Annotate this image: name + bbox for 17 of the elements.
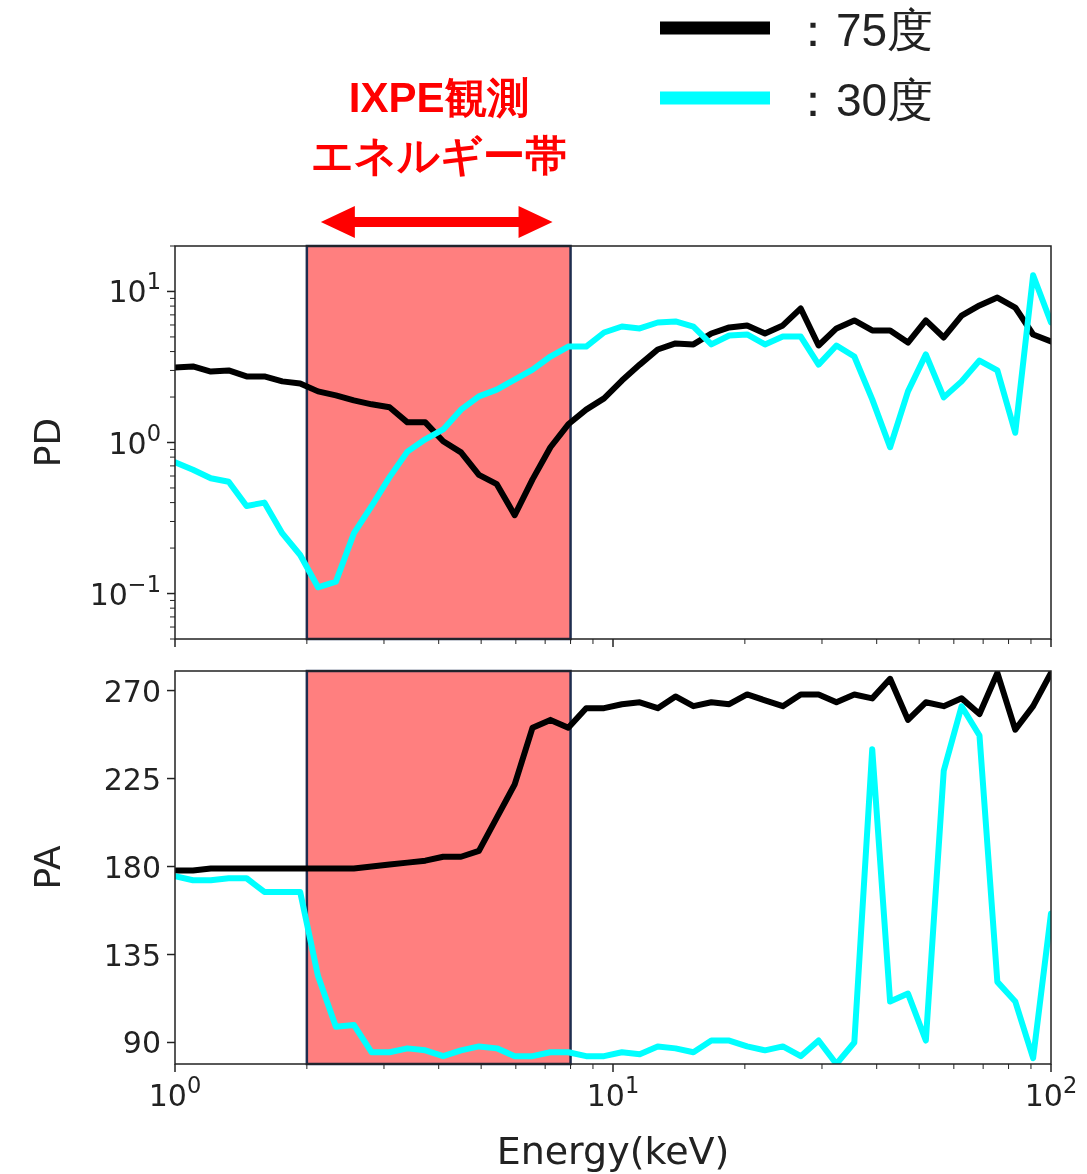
y-tick-label: 90	[122, 1025, 161, 1061]
x-tick-label: 10$^{0}$	[148, 1072, 202, 1113]
y-axis-title: PA	[27, 845, 68, 890]
y-axis-title: PD	[27, 417, 68, 468]
y-tick-label: 225	[103, 761, 161, 797]
x-axis-title: Energy(keV)	[496, 1129, 730, 1173]
legend-label: ：30度	[790, 74, 934, 126]
x-tick-label: 10$^{2}$	[1024, 1072, 1078, 1113]
y-tick-label: 270	[103, 673, 161, 709]
y-tick-label: 10$^{0}$	[108, 419, 161, 461]
y-tick-label: 10$^{−1}$	[89, 570, 161, 612]
x-tick-label: 10$^{1}$	[586, 1072, 640, 1113]
band-label: IXPE観測エネルギー帯	[310, 74, 567, 179]
legend-label: ：75度	[790, 4, 934, 56]
y-tick-label: 135	[103, 937, 161, 973]
y-tick-label: 180	[103, 849, 161, 885]
y-tick-label: 10$^{1}$	[108, 268, 161, 310]
